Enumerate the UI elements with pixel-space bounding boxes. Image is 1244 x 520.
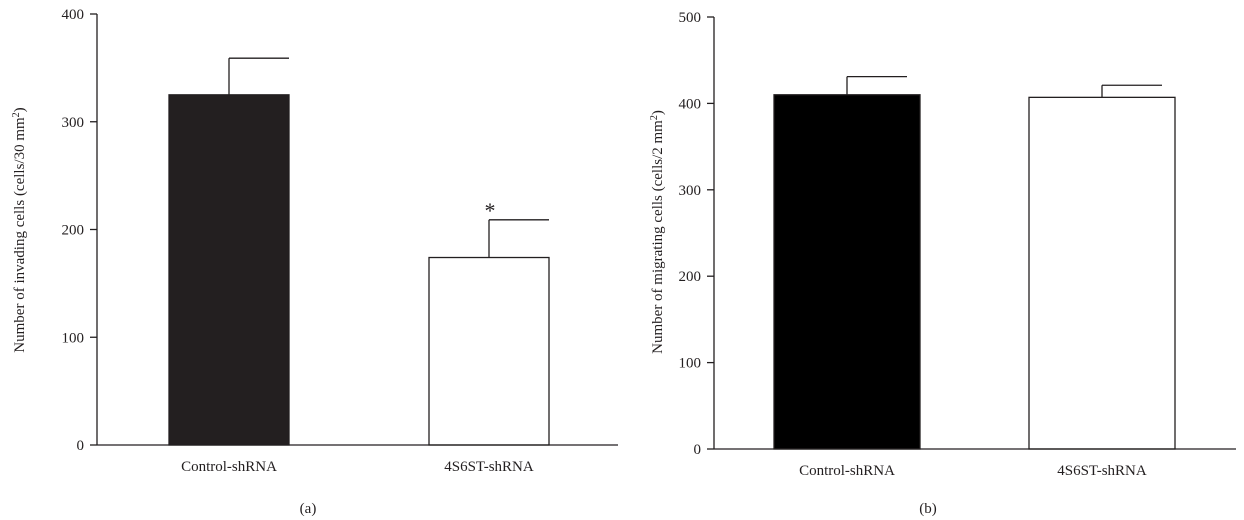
chart-panel-b: Number of migrating cells (cells/2 mm2) … [649, 10, 1236, 517]
significance-marker: * [485, 198, 496, 223]
x-tick-label: 4S6ST-shRNA [1057, 463, 1147, 479]
bar-4s6st-shrna [1028, 96, 1176, 450]
x-tick-label: Control-shRNA [799, 463, 895, 479]
y-axis-title-end: ) [12, 107, 28, 112]
y-tick-label: 300 [62, 115, 85, 131]
chart-panel-a: Number of invading cells (cells/30 mm2) … [11, 7, 618, 517]
y-axis-title-text: Number of invading cells (cells/30 mm [12, 117, 28, 353]
y-axis-title-end: ) [650, 110, 666, 115]
panel-label: (b) [919, 501, 937, 517]
y-tick-label: 300 [679, 183, 702, 199]
y-tick-label: 100 [679, 356, 702, 372]
y-tick-label: 200 [62, 223, 85, 239]
y-tick-label: 0 [694, 442, 702, 458]
y-tick-label: 200 [679, 269, 702, 285]
y-tick-label: 100 [62, 330, 85, 346]
y-axis-title: Number of migrating cells (cells/2 mm2) [649, 110, 667, 354]
y-axis-title-sup: 2 [649, 115, 660, 120]
svg-text:Number of migrating cells (cel: Number of migrating cells (cells/2 mm2) [649, 110, 667, 354]
x-tick-label: Control-shRNA [181, 459, 277, 475]
y-axis-title-text: Number of migrating cells (cells/2 mm [650, 120, 666, 354]
y-tick-label: 0 [77, 438, 85, 454]
x-tick-label: 4S6ST-shRNA [444, 459, 534, 475]
y-axis-title-sup: 2 [11, 112, 22, 117]
panel-label: (a) [300, 501, 317, 517]
bar-control-shrna [168, 94, 290, 446]
y-tick-label: 400 [679, 96, 702, 112]
bar-4s6st-shrna [428, 256, 550, 446]
svg-text:Number of invading cells (cell: Number of invading cells (cells/30 mm2) [11, 107, 29, 352]
y-tick-label: 500 [679, 10, 702, 26]
y-tick-label: 400 [62, 7, 85, 23]
y-axis-title: Number of invading cells (cells/30 mm2) [11, 107, 29, 352]
bar-control-shrna [773, 94, 921, 450]
